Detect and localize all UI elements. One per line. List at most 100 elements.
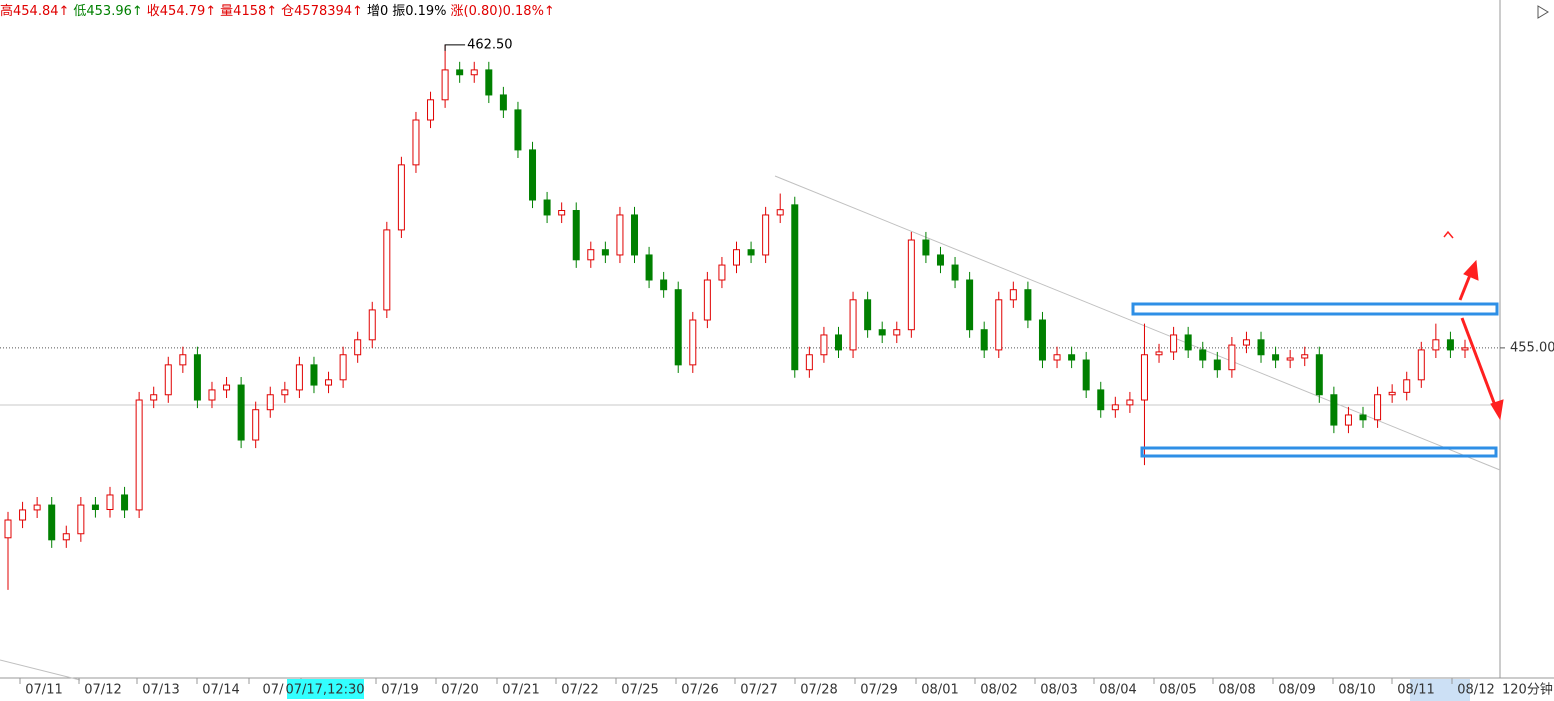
candle-body [1199, 349, 1207, 361]
candle [252, 401, 260, 449]
candle-body [106, 494, 114, 511]
candle-body [951, 264, 959, 281]
candle [1344, 406, 1352, 434]
candle-body [1024, 289, 1032, 321]
candle [456, 61, 464, 83]
x-tick-label: 07/22 [561, 683, 598, 698]
candle [1068, 346, 1076, 369]
candle-body [1082, 359, 1090, 391]
candle [1388, 384, 1396, 403]
candle [325, 371, 333, 394]
candle-body [674, 289, 682, 366]
candle [179, 346, 187, 373]
candle [616, 206, 624, 264]
candle [572, 202, 580, 268]
date-highlight [1410, 679, 1470, 701]
candle-body [601, 249, 609, 256]
candle-body [91, 504, 99, 511]
candle-body [1388, 391, 1396, 396]
candle [558, 202, 566, 224]
candle-body [805, 354, 813, 371]
candle-body [1286, 357, 1294, 361]
mark [1443, 230, 1454, 239]
candle-body [587, 249, 595, 261]
header-item: 振0.19% [392, 4, 446, 19]
candle [310, 356, 318, 394]
range-box [1140, 446, 1498, 458]
candle-body [412, 119, 420, 166]
candle [936, 246, 944, 274]
candle [834, 326, 842, 358]
candle [1155, 343, 1163, 363]
candle [703, 271, 711, 329]
candle-body [1038, 319, 1046, 361]
header: 高454.84↑ 低453.96↑ 收454.79↑ 量4158↑ 仓4578394↑ 增… [0, 3, 555, 19]
expand-icon[interactable] [1537, 5, 1549, 19]
candle [864, 291, 872, 338]
candle-body [4, 519, 12, 539]
candle-body [733, 249, 740, 266]
candle-body [252, 409, 260, 441]
candle [1097, 381, 1105, 418]
candle-body [849, 299, 857, 351]
candle [1228, 336, 1236, 378]
candle-body [1330, 394, 1338, 426]
period-label[interactable]: 120分钟 [1502, 682, 1553, 698]
x-tick-label: 07/26 [681, 683, 718, 698]
arrow-shaft [1460, 317, 1498, 409]
candle [1359, 406, 1367, 428]
candle-body [281, 389, 289, 396]
candle-body [339, 354, 347, 381]
header-item: 仓4578394↑ [281, 4, 363, 19]
candle-body [558, 210, 566, 216]
candle-body [529, 149, 537, 201]
candle-body [1097, 389, 1105, 411]
candle-body [1213, 359, 1221, 371]
x-tick-label: 07/25 [621, 683, 658, 698]
annotation-leader [444, 44, 466, 51]
cursor-label-bg [287, 679, 364, 699]
candle [412, 111, 420, 173]
candle-body [995, 299, 1003, 351]
candle-body [368, 309, 376, 341]
candle [48, 496, 56, 548]
candle [19, 501, 27, 529]
candle [1461, 339, 1469, 358]
x-tick-label: 07/20 [441, 683, 478, 698]
x-tick-label: 07/14 [202, 683, 239, 698]
candle-body [776, 209, 784, 216]
candle-body [208, 389, 216, 401]
candle-body [922, 239, 930, 256]
x-tick-label: 07/27 [740, 683, 777, 698]
candle-body [1068, 354, 1076, 361]
header-item: 低453.96↑ [73, 4, 142, 19]
y-tick-label: 455.00 [1510, 340, 1554, 355]
arrow [1443, 230, 1504, 421]
candle-body [1417, 349, 1425, 381]
candle [1170, 326, 1178, 361]
candle-body [864, 299, 872, 331]
candle-body [660, 279, 668, 291]
candle-body [514, 109, 522, 151]
x-tick-label: 07/21 [502, 683, 539, 698]
candle-body [499, 94, 507, 111]
candle-body [193, 354, 201, 401]
candle [529, 141, 537, 209]
candle-body [77, 504, 85, 535]
plot [0, 44, 1505, 590]
candle-body [1184, 334, 1192, 351]
candle-body [1446, 339, 1454, 351]
candle [339, 346, 347, 388]
candle-body [1228, 344, 1236, 371]
x-tick-label: 08/04 [1099, 683, 1136, 698]
candle [1242, 331, 1250, 354]
arrow-head [1463, 259, 1479, 281]
candle [135, 391, 143, 518]
candle [1053, 346, 1061, 369]
candle [1024, 281, 1032, 329]
candle [193, 346, 201, 409]
candle [805, 346, 813, 378]
candle [1315, 346, 1323, 403]
candle [1272, 346, 1280, 369]
